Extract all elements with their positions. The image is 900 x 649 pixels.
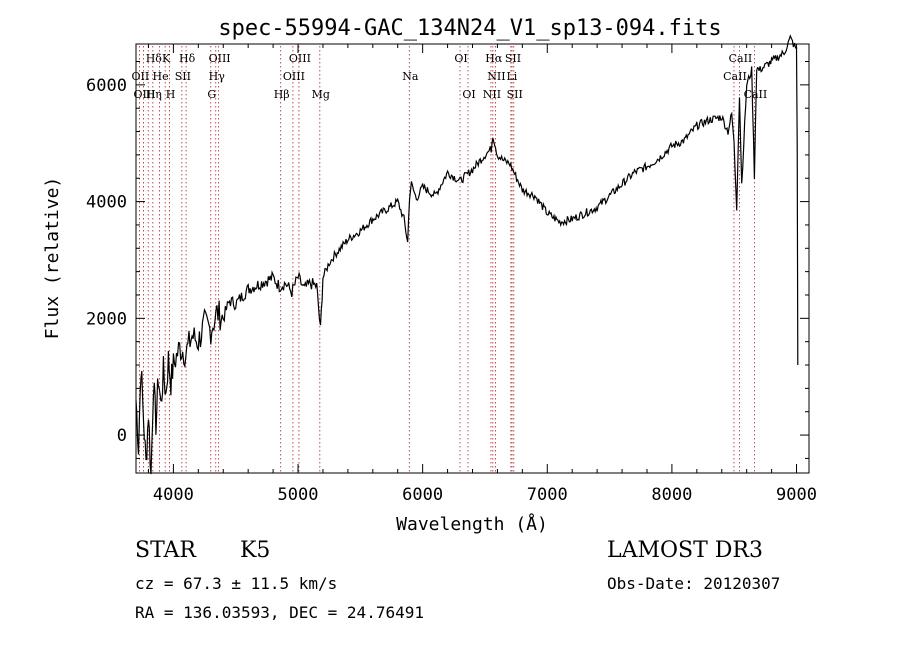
- y-tick-label: 0: [117, 426, 127, 446]
- line-annotation: Na: [402, 70, 419, 83]
- line-annotation: Mg: [312, 88, 330, 101]
- y-tick-label: 4000: [86, 193, 127, 213]
- survey-name: LAMOST DR3: [607, 538, 763, 563]
- line-annotation: He: [153, 70, 169, 83]
- line-annotation: CaII: [729, 52, 753, 65]
- coordinates: RA = 136.03593, DEC = 24.76491: [135, 603, 424, 622]
- line-annotation: Hα: [485, 52, 503, 65]
- x-tick-label: 5000: [278, 485, 319, 505]
- x-tick-label: 6000: [402, 485, 443, 505]
- redshift-velocity: cz = 67.3 ± 11.5 km/s: [135, 574, 338, 593]
- line-annotation: Hδ: [179, 52, 196, 65]
- line-annotation: K: [162, 52, 171, 65]
- line-annotation: OII: [132, 70, 150, 83]
- spectrum-line: [135, 34, 799, 475]
- line-annotation: H: [166, 88, 176, 101]
- line-annotation: OIII: [133, 88, 155, 101]
- line-annotation: OI: [454, 52, 467, 65]
- x-tick-label: 9000: [776, 485, 817, 505]
- line-annotation: Hβ: [274, 88, 290, 101]
- line-annotation: SII: [507, 88, 523, 101]
- y-axis-label: Flux (relative): [42, 177, 63, 340]
- x-tick-label: 8000: [651, 485, 692, 505]
- line-annotation: G: [207, 88, 216, 101]
- spectral-subclass: K5: [240, 538, 271, 563]
- x-axis-label: Wavelength (Å): [396, 513, 548, 535]
- y-tick-label: 2000: [86, 309, 127, 329]
- line-annotation: OIII: [289, 52, 311, 65]
- line-annotation: Hδ: [146, 52, 163, 65]
- x-axis-ticks: 4000 5000 6000 7000 8000 9000: [147, 44, 817, 505]
- line-annotation: NII: [487, 70, 505, 83]
- line-annotation: Hγ: [209, 70, 226, 83]
- object-type: STAR: [135, 538, 196, 563]
- line-annotation: OIII: [209, 52, 231, 65]
- line-annotation: Li: [506, 70, 517, 83]
- line-annotation: NII: [483, 88, 501, 101]
- line-annotation: OI: [462, 88, 475, 101]
- y-axis-ticks: 0 2000 4000 6000: [86, 61, 809, 459]
- line-annotation: Hη: [146, 88, 162, 101]
- plot-frame: [135, 43, 810, 474]
- x-tick-label: 7000: [527, 485, 568, 505]
- x-tick-label: 4000: [153, 485, 194, 505]
- series-layer: [135, 34, 799, 475]
- observation-date: Obs-Date: 20120307: [607, 574, 781, 593]
- line-annotation: SII: [505, 52, 521, 65]
- line-annotation: CaII: [723, 70, 747, 83]
- line-annotation: CaII: [744, 88, 768, 101]
- y-tick-label: 6000: [86, 76, 127, 96]
- line-annotation: OIII: [283, 70, 305, 83]
- line-annotation: SII: [175, 70, 191, 83]
- chart-title: spec-55994-GAC_134N24_V1_sp13-094.fits: [218, 16, 721, 41]
- marker-lines: [138, 46, 755, 473]
